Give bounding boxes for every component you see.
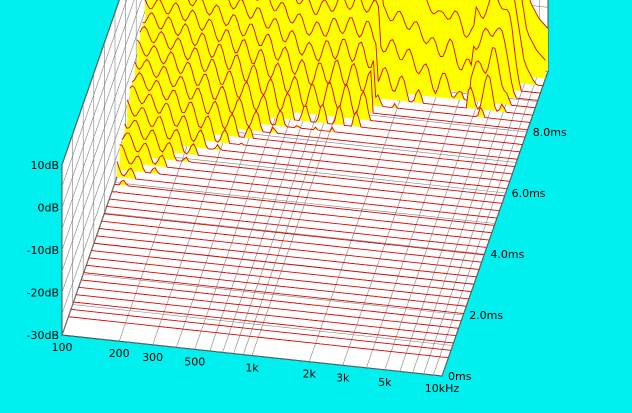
waterfall-slice-line bbox=[121, 132, 503, 204]
waterfall-slice-line bbox=[426, 0, 541, 94]
waterfall-slice-line bbox=[256, 0, 533, 116]
frequency-axis-labels: 100 200 300 500 1k 2k 3k 5k 10kHz bbox=[52, 341, 460, 395]
time-tick-label: 8.0ms bbox=[533, 126, 567, 139]
waterfall-slice-line bbox=[78, 286, 459, 329]
db-axis-labels: 10dB 0dB -10dB -20dB -30dB bbox=[27, 159, 60, 342]
waterfall-slice-fill bbox=[150, 0, 531, 123]
waterfall-slice-line bbox=[228, 0, 531, 123]
waterfall-slice-line bbox=[114, 179, 495, 226]
frequency-tick-label: 500 bbox=[184, 355, 205, 368]
time-tick-label: 4.0ms bbox=[490, 248, 524, 261]
frequency-tick-label: 5k bbox=[378, 376, 392, 389]
waterfall-slice-line bbox=[81, 279, 462, 322]
waterfall-slice-line bbox=[116, 161, 497, 219]
time-tick-label: 0ms bbox=[448, 370, 472, 383]
frequency-tick-label: 3k bbox=[336, 371, 350, 384]
waterfall-slice-line bbox=[101, 220, 482, 263]
frequency-tick-label: 200 bbox=[109, 347, 130, 360]
frequency-tick-label: 1k bbox=[245, 362, 259, 375]
waterfall-slice-fill bbox=[134, 59, 515, 167]
frequency-tick-label: 300 bbox=[142, 351, 163, 364]
waterfall-slice-fill bbox=[132, 72, 513, 174]
waterfall-slice-line bbox=[111, 191, 492, 234]
waterfall-slice-line bbox=[91, 250, 472, 292]
grid-line-time bbox=[104, 43, 485, 255]
waterfall-slice-line bbox=[104, 213, 485, 256]
waterfall-slice-line bbox=[188, 0, 528, 131]
waterfall-slice-line bbox=[83, 272, 464, 315]
grid-line-time bbox=[114, 12, 496, 224]
waterfall-slice-line bbox=[144, 0, 526, 138]
grid-line-time bbox=[61, 165, 443, 377]
frequency-tick-label: 2k bbox=[303, 368, 317, 381]
frequency-tick-label: 100 bbox=[52, 341, 73, 354]
grid-line-db bbox=[61, 0, 142, 229]
waterfall-slice-line bbox=[129, 85, 510, 182]
waterfall-slice-line bbox=[68, 316, 449, 359]
waterfall-slice-line bbox=[109, 198, 490, 241]
waterfall-slice-line bbox=[131, 72, 513, 175]
grid-line-db bbox=[61, 0, 150, 251]
waterfall-slice-line bbox=[295, 0, 536, 109]
grid-line-db bbox=[61, 0, 120, 166]
time-tick-label: 2.0ms bbox=[469, 309, 503, 322]
waterfall-slice-fill bbox=[137, 39, 518, 160]
waterfall-slice-line bbox=[134, 58, 515, 168]
db-tick-label: -10dB bbox=[27, 244, 60, 257]
waterfall-slice-line bbox=[382, 0, 538, 101]
waterfall-slice-line bbox=[93, 242, 474, 285]
waterfall-slice-line bbox=[98, 228, 480, 270]
grid-line-db bbox=[61, 0, 128, 187]
waterfall-slice-line bbox=[73, 301, 454, 344]
waterfall-slice-line bbox=[96, 235, 477, 278]
waterfall-slice-line bbox=[136, 39, 518, 160]
waterfall-surface bbox=[68, 0, 549, 359]
waterfall-slice-line bbox=[70, 308, 451, 351]
waterfall-slice-line bbox=[75, 294, 457, 337]
waterfall-slice-line bbox=[86, 264, 467, 307]
waterfall-slice-line bbox=[139, 25, 520, 153]
waterfall-slice-line bbox=[126, 99, 508, 190]
grid-line-db bbox=[61, 0, 135, 208]
waterfall-slice-line bbox=[88, 257, 469, 300]
waterfall-slice-line bbox=[142, 12, 523, 145]
db-tick-label: 0dB bbox=[37, 202, 59, 215]
frequency-tick-label: 10kHz bbox=[425, 382, 460, 395]
waterfall-slice-line bbox=[106, 205, 487, 248]
time-tick-label: 6.0ms bbox=[512, 187, 546, 200]
grid-line-db bbox=[61, 0, 549, 272]
db-tick-label: -30dB bbox=[27, 329, 60, 342]
time-axis-labels: 0ms 2.0ms 4.0ms 6.0ms 8.0ms bbox=[448, 126, 567, 383]
db-tick-label: 10dB bbox=[30, 159, 59, 172]
db-tick-label: -20dB bbox=[27, 287, 60, 300]
grid-line-time bbox=[72, 134, 453, 346]
waterfall-slice-line bbox=[119, 144, 500, 212]
waterfall-slice-line bbox=[124, 119, 505, 197]
grid-line-time bbox=[82, 104, 464, 316]
